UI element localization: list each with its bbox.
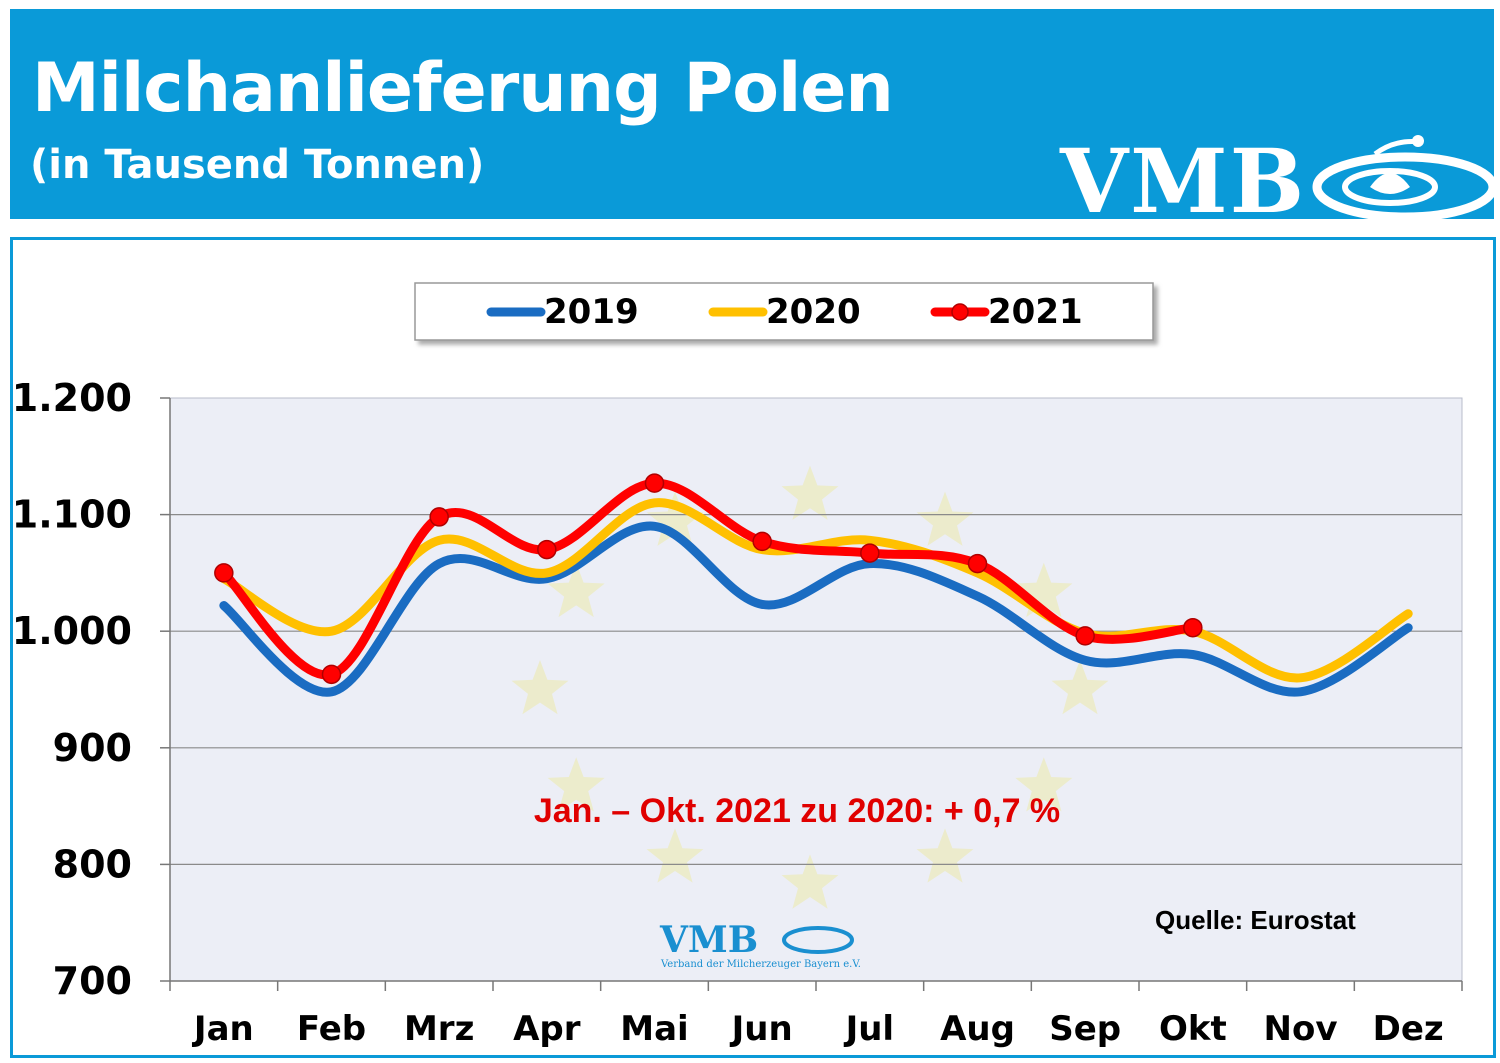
y-tick-label: 700 [53, 959, 132, 1003]
eu-star-icon [1015, 757, 1073, 812]
y-tick-label: 1.000 [12, 609, 132, 653]
eu-star-icon [916, 491, 974, 546]
x-tick-label: Jun [730, 1009, 793, 1049]
y-tick-label: 1.100 [12, 493, 132, 537]
chart-subtitle: (in Tausend Tonnen) [30, 142, 485, 188]
vmb-watermark-logo: VMB Verband der Milcherzeuger Bayern e.V… [659, 919, 861, 970]
legend-label-2020: 2020 [766, 292, 861, 332]
y-axis: 700 800 900 1.000 1.100 1.200 [12, 376, 171, 1003]
point-2021-Jul [860, 543, 880, 563]
watermark-caption: Verband der Milcherzeuger Bayern e.V. [660, 959, 861, 970]
vmb-swirl-icon [1312, 135, 1498, 222]
series-lines [214, 473, 1413, 697]
legend-item-2020: 2020 [708, 292, 861, 332]
point-2021-Okt [1183, 617, 1203, 638]
legend-item-2019: 2019 [486, 292, 639, 332]
header-banner: Milchanlieferung Polen (in Tausend Tonne… [10, 9, 1498, 225]
eu-star-icon [547, 757, 605, 812]
x-tick-label: Jan [192, 1009, 254, 1049]
legend-label-2019: 2019 [544, 292, 639, 332]
x-tick-label: Apr [513, 1009, 581, 1049]
point-2021-Jun [752, 531, 772, 552]
x-axis: Jan Feb Mrz Apr Mai Jun Jul Aug Sep Okt Nov Dez [169, 980, 1463, 1049]
x-tick-label: Nov [1264, 1009, 1338, 1049]
eu-star-icon [1015, 562, 1073, 618]
eu-star-icon [547, 562, 605, 618]
vmb-logo: VMB [1060, 129, 1307, 233]
series-line-2019 [219, 521, 1413, 697]
eu-star-icon [781, 854, 839, 909]
watermark-logo-text: VMB [659, 919, 758, 961]
eu-star-icon [646, 491, 704, 546]
eu-star-icon [1051, 660, 1109, 715]
eu-star-icon [646, 828, 704, 883]
y-tick-label: 1.200 [12, 376, 132, 420]
watermark-swirl-icon [782, 926, 854, 954]
legend-item-2021: 2021 [930, 292, 1083, 332]
x-tick-label: Okt [1159, 1009, 1227, 1049]
eu-star-icon [916, 828, 974, 883]
eu-stars-watermark [511, 465, 1109, 909]
x-tick-label: Jul [844, 1009, 895, 1049]
x-tick-label: Mrz [404, 1009, 474, 1049]
x-tick-label: Sep [1049, 1009, 1121, 1049]
point-2021-Jan [214, 563, 234, 583]
point-2021-Mrz [429, 507, 449, 527]
source-label: Quelle: Eurostat [1155, 905, 1356, 935]
y-tick-label: 900 [53, 726, 132, 770]
point-2021-Mai [644, 473, 665, 493]
growth-annotation: Jan. – Okt. 2021 zu 2020: + 0,7 % [534, 792, 1060, 830]
point-2021-Feb [321, 664, 342, 685]
chart-title: Milchanlieferung Polen [32, 49, 894, 128]
legend-label-2021: 2021 [988, 292, 1083, 332]
y-tick-label: 800 [53, 842, 132, 886]
point-2021-Sep [1075, 626, 1095, 646]
legend: 2019 2020 2021 [414, 282, 1154, 341]
x-tick-label: Dez [1373, 1009, 1444, 1049]
eu-star-icon [781, 465, 839, 520]
eu-star-icon [511, 660, 569, 715]
x-tick-label: Mai [620, 1009, 688, 1049]
point-2021-Apr [537, 539, 557, 560]
x-tick-label: Aug [940, 1009, 1015, 1049]
x-tick-label: Feb [297, 1009, 366, 1049]
point-2021-Aug [967, 553, 988, 574]
series-line-2021 [219, 478, 1198, 680]
